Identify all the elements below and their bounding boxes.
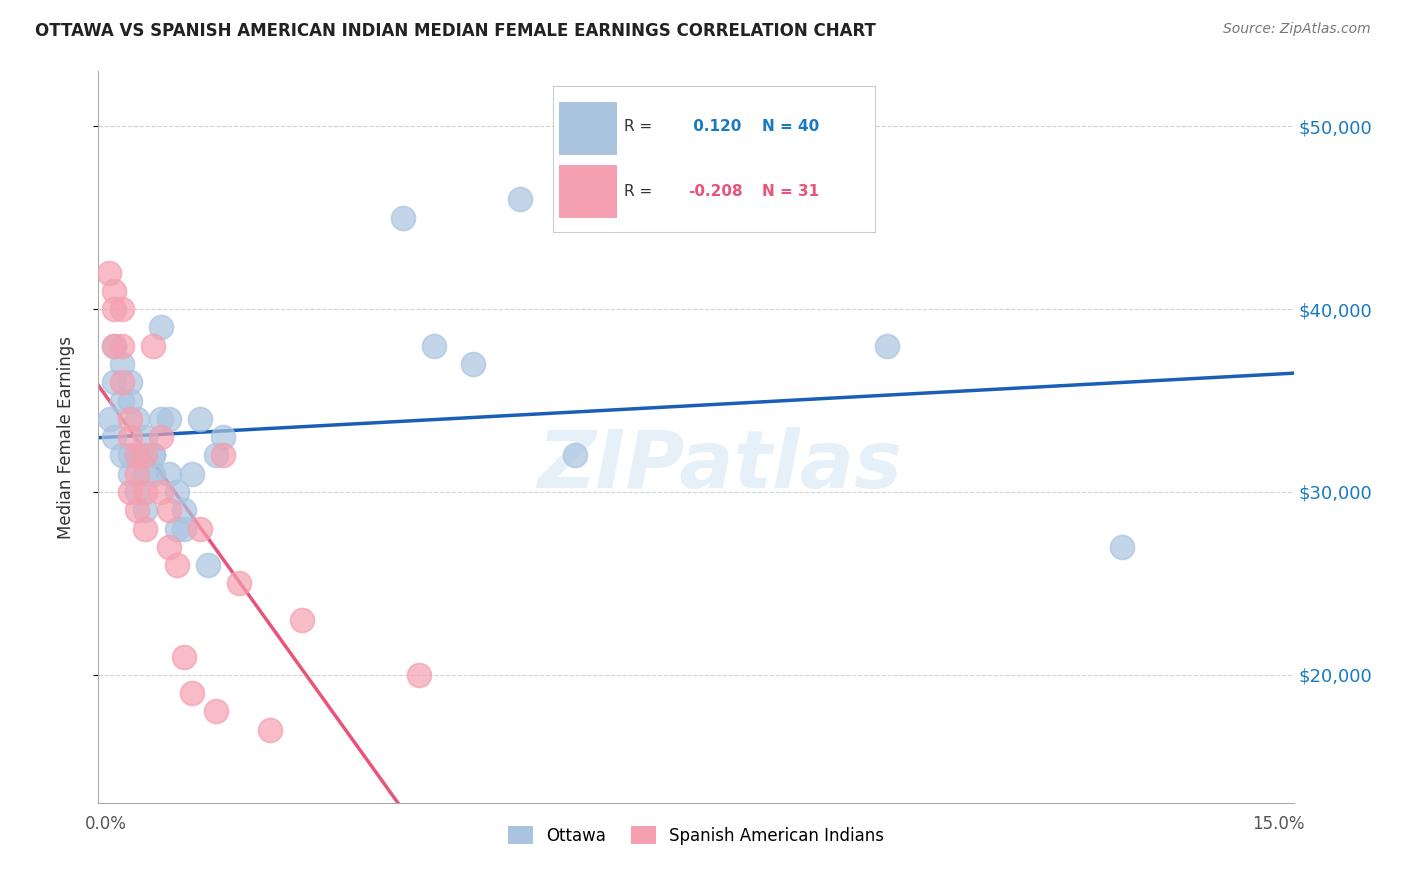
Point <box>290 613 312 627</box>
Point <box>212 448 235 462</box>
Point <box>97 265 120 279</box>
Point <box>149 430 172 444</box>
Point <box>127 503 149 517</box>
Point <box>103 430 125 444</box>
Text: OTTAWA VS SPANISH AMERICAN INDIAN MEDIAN FEMALE EARNINGS CORRELATION CHART: OTTAWA VS SPANISH AMERICAN INDIAN MEDIAN… <box>35 22 876 40</box>
Point <box>149 411 172 425</box>
Point <box>157 503 180 517</box>
Text: Source: ZipAtlas.com: Source: ZipAtlas.com <box>1223 22 1371 37</box>
Point <box>134 484 156 499</box>
Point <box>142 448 165 462</box>
Point <box>111 448 134 462</box>
Point <box>111 301 134 316</box>
Point <box>228 576 250 591</box>
Point <box>127 484 149 499</box>
Point <box>134 430 156 444</box>
Point <box>181 686 204 700</box>
Point <box>876 338 898 352</box>
Point <box>259 723 281 737</box>
Point <box>197 558 219 573</box>
Point <box>127 467 149 481</box>
Point <box>111 375 134 389</box>
Point <box>173 503 195 517</box>
Point <box>134 503 156 517</box>
Point <box>111 393 134 408</box>
Point <box>127 448 149 462</box>
Point <box>118 393 141 408</box>
Point <box>157 540 180 554</box>
Point <box>157 467 180 481</box>
Point <box>127 411 149 425</box>
Point <box>564 448 586 462</box>
Point <box>188 521 211 535</box>
Point <box>204 448 226 462</box>
Point <box>157 411 180 425</box>
Point <box>118 430 141 444</box>
Point <box>103 284 125 298</box>
Point <box>166 558 188 573</box>
Point <box>149 484 172 499</box>
Point <box>98 411 121 425</box>
Point <box>103 375 125 389</box>
Point <box>103 338 125 352</box>
Point <box>423 338 446 352</box>
Point <box>212 430 235 444</box>
Point <box>142 448 165 462</box>
Point <box>1111 540 1133 554</box>
Point <box>118 448 141 462</box>
Point <box>173 649 195 664</box>
Point <box>181 467 204 481</box>
Point <box>103 301 125 316</box>
Point <box>149 320 172 334</box>
Point <box>166 521 188 535</box>
Point <box>166 484 188 499</box>
Text: ZIPatlas: ZIPatlas <box>537 427 903 506</box>
Point <box>142 338 165 352</box>
Point <box>188 411 211 425</box>
Point <box>118 467 141 481</box>
Point <box>142 467 165 481</box>
Point <box>173 521 195 535</box>
Point <box>134 467 156 481</box>
Point <box>463 357 485 371</box>
Point <box>392 211 415 225</box>
Point <box>204 704 226 718</box>
Point <box>118 484 141 499</box>
Point <box>118 375 141 389</box>
Point <box>111 357 134 371</box>
Point <box>103 338 125 352</box>
Point <box>134 521 156 535</box>
Point <box>408 667 430 681</box>
Point <box>111 338 134 352</box>
Point <box>127 448 149 462</box>
Point <box>509 192 531 206</box>
Legend: Ottawa, Spanish American Indians: Ottawa, Spanish American Indians <box>499 818 893 853</box>
Point <box>118 411 141 425</box>
Y-axis label: Median Female Earnings: Median Female Earnings <box>56 335 75 539</box>
Point <box>134 448 156 462</box>
